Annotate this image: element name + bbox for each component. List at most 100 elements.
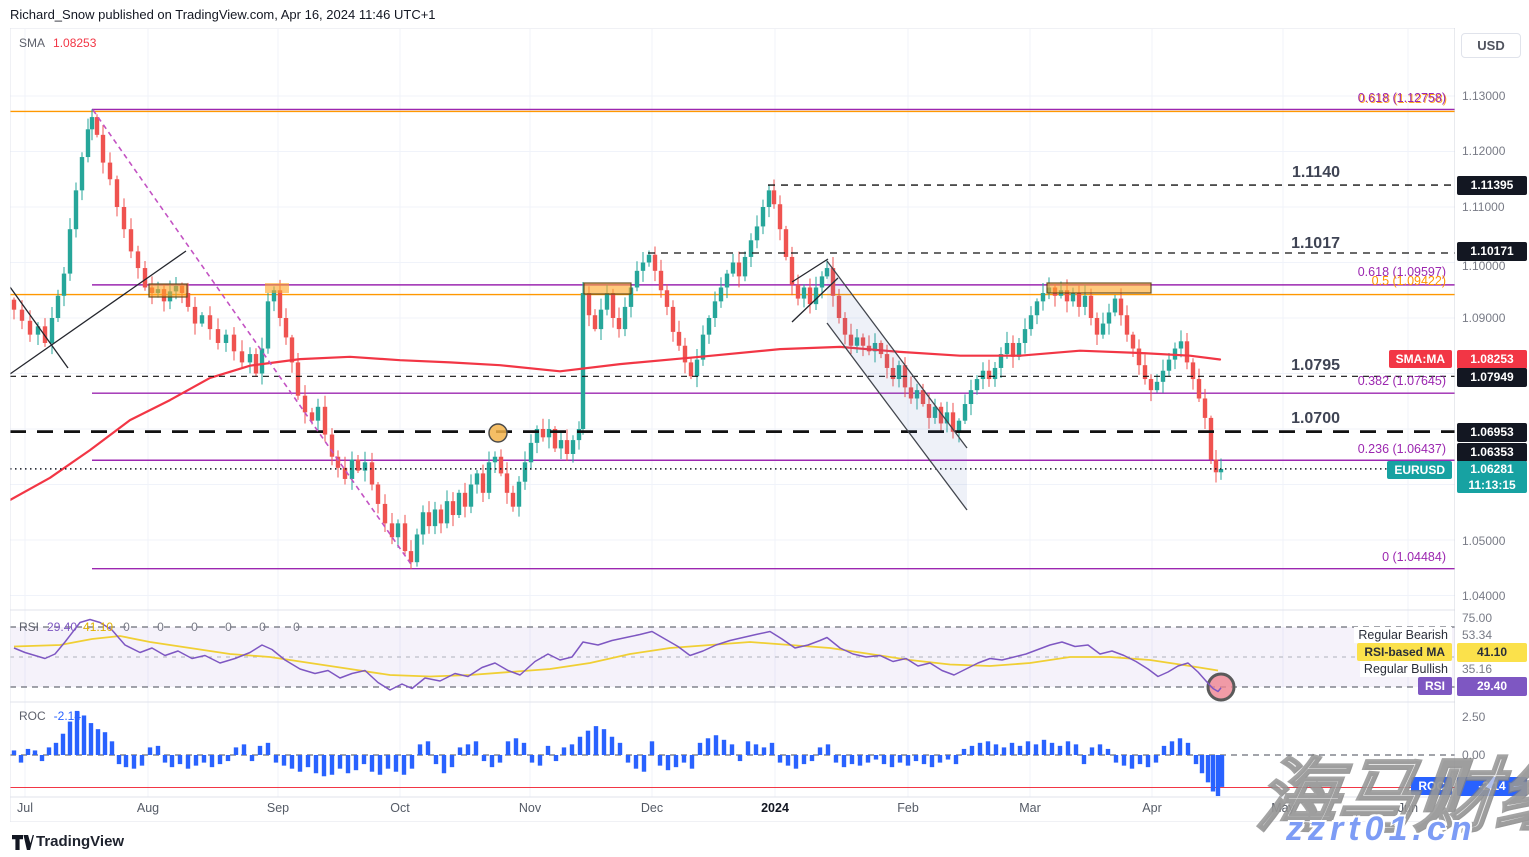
roc-bar	[785, 755, 791, 766]
roc-bar	[1205, 755, 1211, 783]
roc-bar	[241, 744, 247, 755]
candle-body	[777, 204, 783, 230]
black-trendline	[791, 277, 839, 323]
candle-body	[640, 262, 646, 271]
candle-body	[315, 406, 321, 421]
roc-bar	[289, 755, 295, 769]
roc-bar	[1081, 755, 1087, 765]
candle-body	[646, 254, 652, 263]
candle-body	[73, 190, 79, 230]
candle-body	[355, 459, 361, 471]
roc-bar	[88, 723, 94, 755]
time-axis-label: Nov	[518, 801, 542, 815]
roc-bar	[433, 755, 439, 765]
candle-body	[634, 270, 640, 288]
candle-body	[736, 262, 742, 277]
tradingview-brand-text[interactable]: TradingView	[36, 833, 125, 850]
indicator-tag-badge: SMA:MA	[1388, 350, 1452, 368]
chart-canvas[interactable]	[10, 28, 1455, 822]
candle-body	[604, 293, 610, 310]
roc-bar	[1129, 755, 1135, 769]
fib-level-label: 0.618 (1.09597)	[1357, 265, 1446, 279]
candle-body	[1064, 290, 1070, 302]
roc-bar	[809, 755, 815, 762]
roc-bar	[945, 755, 951, 760]
roc-bar	[74, 710, 80, 755]
roc-bar	[177, 755, 183, 765]
time-axis-label: 2024	[761, 801, 789, 815]
candle-body	[414, 534, 420, 563]
roc-label: ROC	[19, 709, 46, 723]
roc-bar	[265, 742, 271, 755]
time-axis-label: Jun	[1397, 801, 1419, 815]
roc-bar	[169, 755, 175, 768]
candle-body	[950, 412, 956, 432]
candle-body	[968, 390, 974, 405]
roc-bar	[705, 738, 711, 755]
candle-body	[1124, 315, 1130, 335]
candle-body	[408, 551, 414, 563]
roc-bar	[1210, 755, 1216, 792]
roc-bar	[761, 747, 767, 755]
candle-body	[1028, 315, 1034, 330]
currency-toggle-button[interactable]: USD	[1461, 33, 1521, 58]
candle-body	[926, 404, 932, 418]
candle-body	[79, 157, 85, 191]
roc-bar	[929, 755, 935, 768]
candle-body	[142, 268, 148, 288]
roc-bar	[1153, 755, 1159, 763]
tradingview-logo-icon[interactable]	[12, 835, 34, 850]
candle-body	[610, 293, 616, 318]
roc-bar	[953, 755, 959, 765]
candle-body	[1142, 365, 1148, 380]
candle-body	[362, 462, 368, 471]
black-trendline	[10, 286, 69, 369]
candle-body	[783, 229, 789, 257]
roc-legend[interactable]: ROC -2.14	[19, 709, 81, 723]
roc-bar	[497, 755, 503, 763]
candle-body	[450, 501, 456, 516]
candle-body	[771, 190, 777, 205]
candle-body	[492, 456, 498, 463]
candle-body	[1154, 381, 1160, 391]
roc-bar	[39, 755, 45, 762]
candle-body	[486, 462, 492, 493]
candle-body	[283, 318, 289, 338]
roc-bar	[1001, 747, 1007, 755]
roc-bar	[123, 755, 129, 768]
candle-body	[789, 256, 795, 285]
roc-bar	[209, 755, 215, 768]
roc-bar	[1161, 745, 1167, 755]
roc-bar	[825, 744, 831, 755]
roc-value: -2.14	[53, 709, 82, 723]
candle-body	[754, 226, 760, 241]
supply-zone-box	[148, 283, 188, 298]
candle-body	[114, 179, 120, 207]
candle-body	[813, 287, 819, 305]
roc-bar	[369, 755, 375, 772]
candle-body	[1202, 398, 1208, 418]
roc-bar	[1113, 755, 1119, 763]
roc-bar	[1041, 739, 1047, 755]
rsi-legend[interactable]: RSI 29.40 41.10 0 0 0 0 0 0	[19, 620, 312, 634]
candle-body	[329, 434, 335, 457]
time-axis-label: Oct	[390, 801, 410, 815]
roc-bar	[321, 755, 327, 777]
candle-body	[706, 318, 712, 335]
candle-body	[277, 290, 283, 318]
roc-bar	[697, 742, 703, 755]
sma-legend[interactable]: SMA 1.08253	[19, 36, 96, 50]
roc-bar	[713, 735, 719, 755]
time-axis-label: May	[1271, 801, 1295, 815]
candle-body	[766, 190, 772, 207]
rsi-ma-value: 41.10	[83, 620, 114, 634]
roc-bar	[1177, 738, 1183, 755]
candle-body	[468, 484, 474, 507]
roc-bar	[81, 715, 87, 755]
candle-body	[480, 473, 486, 493]
candle-body	[586, 293, 592, 316]
roc-bar	[1017, 745, 1023, 755]
key-level-label: 1.0700	[1291, 410, 1340, 427]
axis-value-badge: -2.14	[1457, 776, 1527, 796]
candle-body	[534, 429, 540, 443]
